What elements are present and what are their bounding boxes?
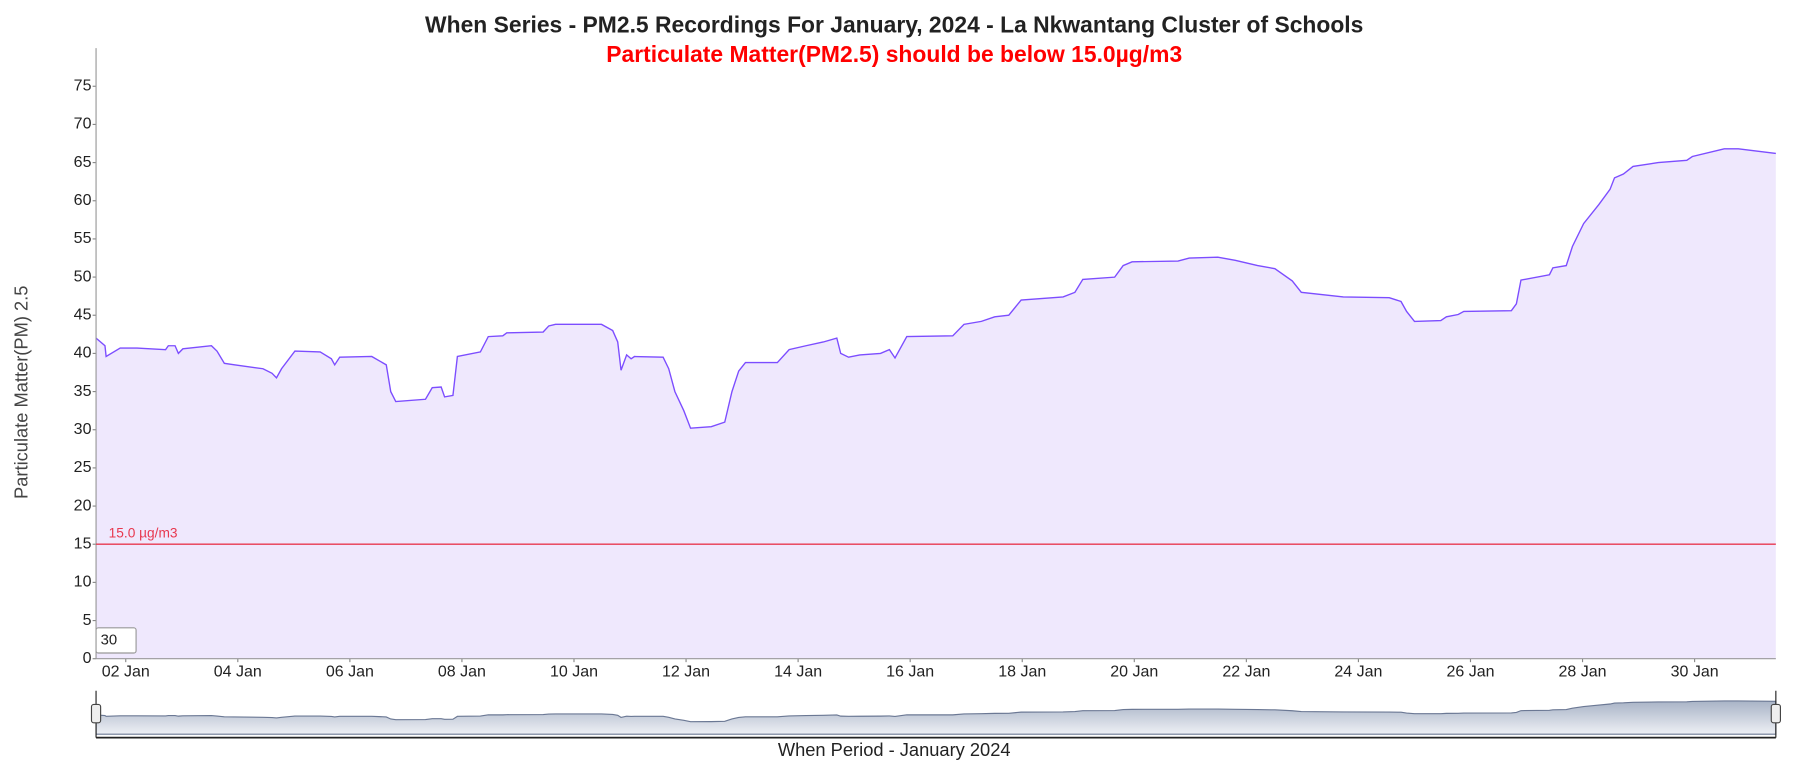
x-tick-label: 26 Jan — [1446, 664, 1494, 681]
y-tick-label: 25 — [74, 459, 92, 476]
y-tick-label: 5 — [83, 612, 92, 629]
x-tick-label: 06 Jan — [326, 664, 374, 681]
y-tick-label: 10 — [74, 574, 92, 591]
y-tick-label: 20 — [74, 497, 92, 514]
x-tick-label: 20 Jan — [1110, 664, 1158, 681]
x-tick-label: 08 Jan — [438, 664, 486, 681]
area — [96, 148, 1776, 659]
range-handle[interactable] — [90, 703, 102, 724]
chart-subtitle: Particulate Matter(PM2.5) should be belo… — [606, 41, 1182, 67]
chart-title: When Series - PM2.5 Recordings For Janua… — [425, 11, 1363, 37]
roll-period: 30 — [101, 632, 118, 648]
y-tick-label: 35 — [74, 383, 92, 400]
y-tick-label: 40 — [74, 345, 92, 362]
range-selector-area — [95, 700, 1777, 735]
y-tick-label: 75 — [74, 77, 92, 94]
y-tick-label: 70 — [74, 116, 92, 133]
x-tick-label: 12 Jan — [662, 664, 710, 681]
x-tick-label: 14 Jan — [774, 664, 822, 681]
y-tick-label: 45 — [74, 306, 92, 323]
threshold-label: 15.0 µg/m3 — [109, 526, 178, 541]
x-tick-label: 24 Jan — [1334, 664, 1382, 681]
y-tick-label: 60 — [74, 192, 92, 209]
x-tick-label: 04 Jan — [214, 664, 262, 681]
y-tick-label: 0 — [83, 650, 92, 667]
line — [95, 148, 1776, 429]
x-tick-label: 30 Jan — [1671, 664, 1719, 681]
y-tick-label: 30 — [74, 421, 92, 438]
roll-period-box — [95, 627, 137, 654]
x-tick-label: 02 Jan — [102, 664, 150, 681]
x-tick-label: 16 Jan — [886, 664, 934, 681]
y-axis-label: Particulate Matter(PM) 2.5 — [11, 286, 32, 499]
y-tick-label: 65 — [74, 154, 92, 171]
x-tick-label: 18 Jan — [998, 664, 1046, 681]
x-tick-label: 28 Jan — [1559, 664, 1607, 681]
x-tick-label: 10 Jan — [550, 664, 598, 681]
range-handle[interactable] — [1770, 703, 1781, 724]
y-tick-label: 15 — [74, 535, 92, 552]
x-tick-label: 22 Jan — [1222, 664, 1270, 681]
x-axis-label: When Period - January 2024 — [778, 739, 1011, 760]
y-tick-label: 55 — [74, 230, 92, 247]
y-tick-label: 50 — [74, 268, 92, 285]
